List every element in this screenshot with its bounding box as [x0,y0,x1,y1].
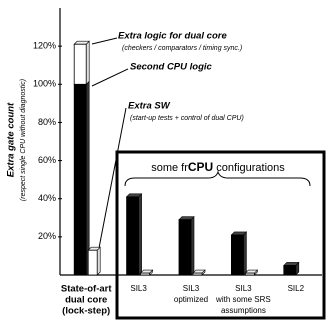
x-tick-label: SIL2 [288,284,305,293]
box-title: some frCPU configurations [151,160,285,174]
x-tick-label: SIL3 [183,284,200,293]
bar-top [283,262,300,266]
bar-top [178,216,195,220]
y-tick-label: 120% [33,41,56,51]
config-box [115,150,326,320]
brace [124,170,311,187]
annotation: Extra logic for dual core [118,31,227,42]
bar [244,272,255,276]
bar [73,43,87,85]
bar-top [73,40,90,45]
annotation-note: (start-up tests + control of dual CPU) [130,115,244,122]
bar [230,234,244,276]
arrows [91,37,129,249]
bar-top [230,231,248,236]
bar [126,196,139,276]
annotation: Second CPU logic [130,62,213,73]
bar-side [138,193,142,276]
bar-side [243,231,247,276]
y-tick-label: 60% [38,155,56,165]
bar [87,249,98,276]
y-axis-sublabel: (respect single CPU without diagnostic) [20,79,27,201]
bar [140,272,151,276]
y-tick-label: 20% [38,231,56,241]
x-tick-label: SIL3 [235,284,252,293]
y-tick-label: 40% [38,193,56,203]
y-axis-label: Extra gate count [6,102,17,177]
annotation-note: (checkers / comparators / timing sync.) [122,45,242,52]
x-tick-label: State-of-art [61,284,113,295]
bar-top [125,193,143,198]
bar-side [85,40,90,86]
bar-side [85,80,90,276]
annotation: Extra SW [128,101,171,112]
y-tick-label: 80% [38,117,56,127]
x-tick-label: (lock-step) [62,306,110,317]
bar [178,219,192,276]
x-tick-label: dual core [65,295,107,306]
bar-side [96,246,101,276]
y-tick-label: 100% [33,79,56,89]
x-tick-label: with some SRS [215,295,271,304]
x-tick-label: SIL3 [130,284,147,293]
x-tick-label: assumptions [221,306,266,315]
x-tick-label: optimized [174,295,208,304]
bar [192,272,203,276]
bar-side [190,215,195,276]
bar [283,265,297,276]
bar [73,83,87,276]
